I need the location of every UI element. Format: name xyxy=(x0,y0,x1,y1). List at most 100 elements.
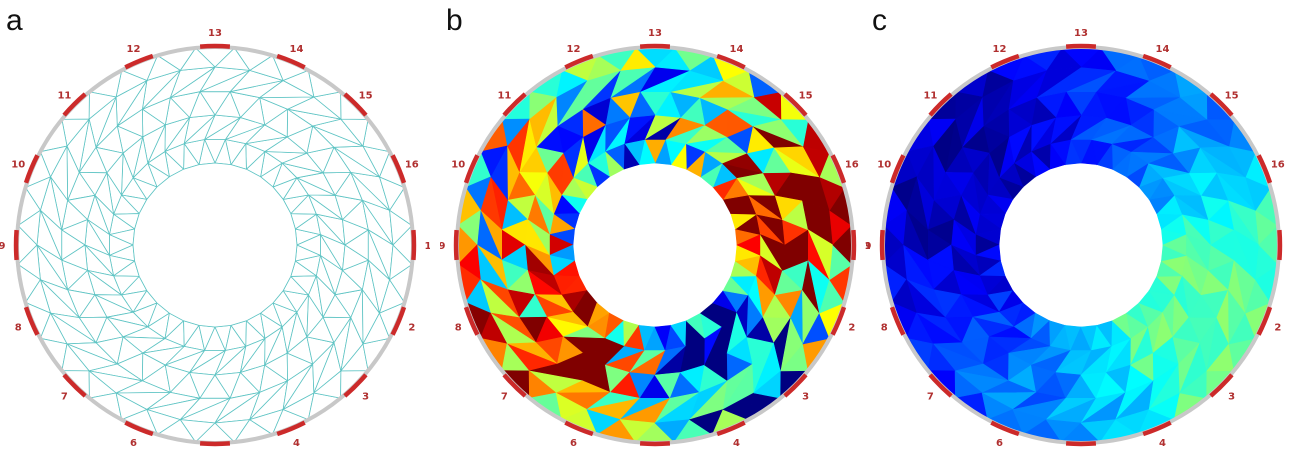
electrode-label-14: 14 xyxy=(290,44,304,55)
inner-boundary xyxy=(132,162,298,328)
electrode-11 xyxy=(502,92,527,117)
electrode-label-6: 6 xyxy=(570,438,577,449)
electrode-2 xyxy=(1256,306,1273,336)
electrode-label-4: 4 xyxy=(293,438,300,449)
mesh-elements xyxy=(883,47,1279,443)
electrode-label-13: 13 xyxy=(1074,28,1088,39)
noisy-reconstruction: 12345678910111213141516 xyxy=(440,28,870,455)
electrode-7 xyxy=(62,373,87,398)
electrode-label-6: 6 xyxy=(996,438,1003,449)
electrode-14 xyxy=(1142,53,1172,70)
panel-b: b 12345678910111213141516 xyxy=(440,0,870,455)
electrode-label-1: 1 xyxy=(865,241,870,252)
mesh-diagram: 12345678910111213141516 xyxy=(0,28,430,455)
electrode-label-9: 9 xyxy=(866,241,872,252)
electrode-label-12: 12 xyxy=(567,44,581,55)
electrode-5 xyxy=(1065,441,1097,447)
electrode-12 xyxy=(124,53,154,70)
panel-letter-b: b xyxy=(446,4,463,37)
electrode-label-16: 16 xyxy=(1271,160,1285,171)
electrode-label-3: 3 xyxy=(1228,392,1235,403)
mesh-elements xyxy=(17,47,413,443)
electrode-15 xyxy=(783,92,808,117)
electrode-label-7: 7 xyxy=(927,392,934,403)
electrode-9 xyxy=(879,229,885,261)
electrode-6 xyxy=(124,420,154,437)
electrode-9 xyxy=(13,229,19,261)
electrode-label-15: 15 xyxy=(799,90,813,101)
electrode-10 xyxy=(23,154,40,184)
electrode-11 xyxy=(62,92,87,117)
electrode-label-11: 11 xyxy=(923,90,937,101)
electrode-14 xyxy=(716,53,746,70)
electrode-label-10: 10 xyxy=(11,160,25,171)
electrode-15 xyxy=(1209,92,1234,117)
electrode-label-14: 14 xyxy=(1156,44,1170,55)
electrode-2 xyxy=(390,306,407,336)
electrode-3 xyxy=(343,373,368,398)
smooth-reconstruction: 12345678910111213141516 xyxy=(866,28,1285,455)
electrode-5 xyxy=(199,441,231,447)
panel-c: c 12345678910111213141516 xyxy=(866,0,1290,455)
electrode-label-12: 12 xyxy=(127,44,141,55)
electrode-label-11: 11 xyxy=(497,90,511,101)
electrode-1 xyxy=(411,229,417,261)
electrode-7 xyxy=(502,373,527,398)
electrode-label-4: 4 xyxy=(1159,438,1166,449)
electrode-label-8: 8 xyxy=(455,323,462,334)
panel-letter-c: c xyxy=(872,4,887,37)
electrode-8 xyxy=(23,306,40,336)
electrode-label-7: 7 xyxy=(61,392,68,403)
electrode-6 xyxy=(990,420,1020,437)
electrode-label-14: 14 xyxy=(730,44,744,55)
electrode-label-13: 13 xyxy=(648,28,662,39)
electrode-label-10: 10 xyxy=(877,160,891,171)
electrode-label-16: 16 xyxy=(405,160,419,171)
electrode-label-8: 8 xyxy=(15,323,22,334)
electrode-10 xyxy=(463,154,480,184)
electrode-label-9: 9 xyxy=(0,241,6,252)
electrode-12 xyxy=(564,53,594,70)
electrode-label-2: 2 xyxy=(1274,323,1281,334)
electrode-13 xyxy=(1065,43,1097,49)
electrode-3 xyxy=(783,373,808,398)
electrode-13 xyxy=(199,43,231,49)
electrode-8 xyxy=(889,306,906,336)
electrode-label-10: 10 xyxy=(451,160,465,171)
electrode-4 xyxy=(716,420,746,437)
electrode-16 xyxy=(830,154,847,184)
electrode-1 xyxy=(851,229,857,261)
electrode-4 xyxy=(276,420,306,437)
electrode-label-3: 3 xyxy=(802,392,809,403)
electrode-label-2: 2 xyxy=(848,323,855,334)
electrode-4 xyxy=(1142,420,1172,437)
electrode-label-4: 4 xyxy=(733,438,740,449)
electrode-8 xyxy=(463,306,480,336)
electrode-15 xyxy=(343,92,368,117)
electrode-label-1: 1 xyxy=(425,241,430,252)
electrode-16 xyxy=(390,154,407,184)
electrode-16 xyxy=(1256,154,1273,184)
electrode-label-12: 12 xyxy=(993,44,1007,55)
electrode-label-8: 8 xyxy=(881,323,888,334)
electrode-2 xyxy=(830,306,847,336)
electrode-14 xyxy=(276,53,306,70)
electrode-12 xyxy=(990,53,1020,70)
electrode-13 xyxy=(639,43,671,49)
panel-letter-a: a xyxy=(6,4,23,37)
electrode-label-11: 11 xyxy=(57,90,71,101)
electrode-1 xyxy=(1277,229,1283,261)
panel-a: a 12345678910111213141516 xyxy=(0,0,430,455)
electrode-label-3: 3 xyxy=(362,392,369,403)
electrode-9 xyxy=(453,229,459,261)
mesh-elements xyxy=(457,47,853,443)
electrode-label-6: 6 xyxy=(130,438,137,449)
electrode-5 xyxy=(639,441,671,447)
electrode-label-7: 7 xyxy=(501,392,508,403)
electrode-label-13: 13 xyxy=(208,28,222,39)
electrode-3 xyxy=(1209,373,1234,398)
electrode-6 xyxy=(564,420,594,437)
electrode-label-15: 15 xyxy=(1225,90,1239,101)
electrode-label-15: 15 xyxy=(359,90,373,101)
electrode-label-2: 2 xyxy=(408,323,415,334)
